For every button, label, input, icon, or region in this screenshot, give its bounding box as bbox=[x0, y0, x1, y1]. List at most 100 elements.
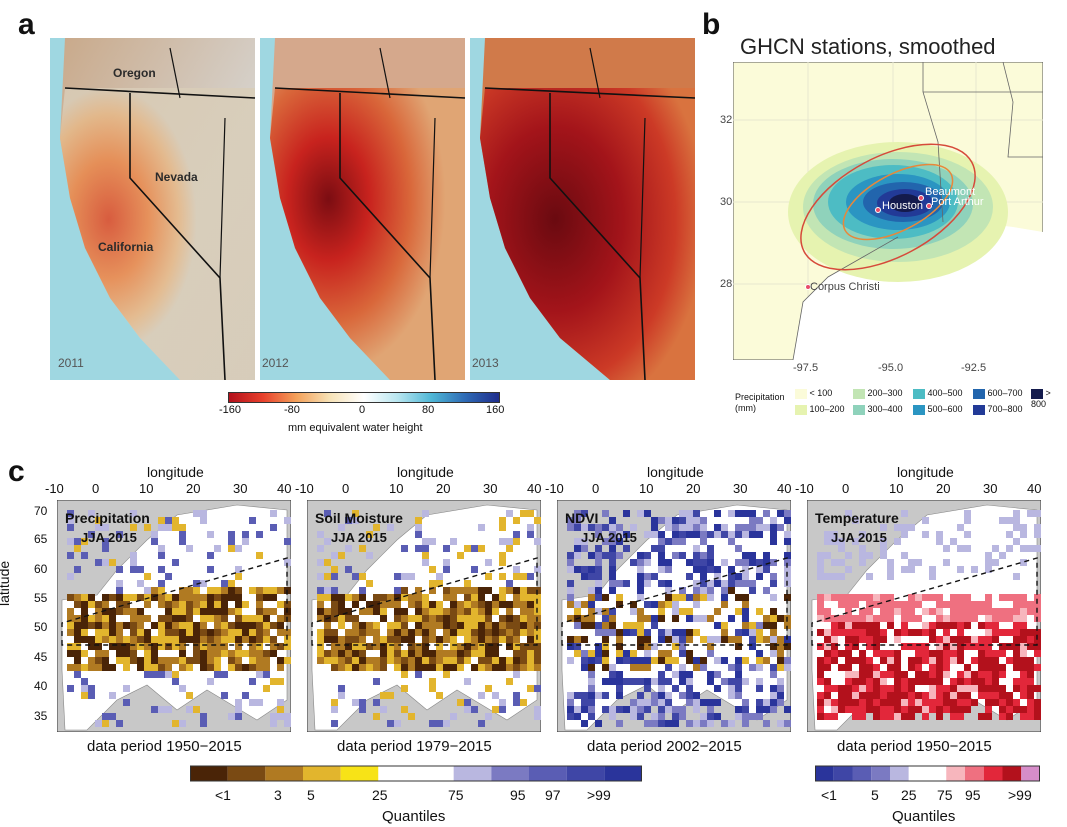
cbar-right-tick: >99 bbox=[1008, 787, 1032, 803]
lon-tick: 30 bbox=[733, 481, 748, 496]
panel-b-title: GHCN stations, smoothed bbox=[740, 34, 996, 59]
b-lon-1: -97.5 bbox=[793, 362, 819, 374]
colorbar-a-label: mm equivalent water height bbox=[288, 422, 423, 434]
cbar-left-tick: <1 bbox=[215, 787, 231, 803]
legend-b-item: 300–400 bbox=[853, 404, 903, 415]
cbar-right-tick: 25 bbox=[901, 787, 917, 803]
longitude-axis-label: longitude bbox=[647, 464, 704, 480]
lon-tick: 40 bbox=[527, 481, 542, 496]
legend-b-label: 300–400 bbox=[867, 404, 903, 414]
legend-b-item: 500–600 bbox=[913, 404, 963, 415]
colorbar-a-tick-4: 80 bbox=[422, 404, 435, 416]
b-lat-30: 30 bbox=[720, 196, 733, 208]
lon-tick: 10 bbox=[639, 481, 654, 496]
legend-b-title: Precipitation (mm) bbox=[735, 392, 785, 414]
cbar-right-tick: <1 bbox=[821, 787, 837, 803]
label-oregon: Oregon bbox=[113, 66, 156, 80]
legend-b-label: 600–700 bbox=[987, 388, 1023, 398]
colorbar-swatch bbox=[303, 766, 341, 781]
b-lon-3: -92.5 bbox=[961, 362, 987, 374]
lon-tick: 20 bbox=[436, 481, 451, 496]
data-period-label: data period 1979−2015 bbox=[337, 738, 492, 755]
colorbar-swatch bbox=[983, 766, 1003, 781]
city-beaumont: Beaumont bbox=[925, 186, 976, 198]
lon-tick: 30 bbox=[483, 481, 498, 496]
cbar-left-tick: 3 bbox=[274, 787, 282, 803]
legend-b-item: < 100 bbox=[795, 388, 832, 399]
lon-tick: -10 bbox=[45, 481, 64, 496]
legend-b-label: 200–300 bbox=[867, 388, 903, 398]
colorbar-swatch bbox=[227, 766, 266, 781]
lon-tick: 10 bbox=[139, 481, 154, 496]
colorbar-swatch bbox=[946, 766, 965, 781]
colorbar-swatch bbox=[890, 766, 909, 781]
colorbar-swatch bbox=[190, 766, 228, 781]
lon-tick: 30 bbox=[233, 481, 248, 496]
panel-b-map bbox=[733, 62, 1043, 360]
b-lat-32: 32 bbox=[720, 114, 733, 126]
legend-b-label: 700–800 bbox=[987, 404, 1023, 414]
lon-tick: 20 bbox=[936, 481, 951, 496]
lon-tick: 40 bbox=[777, 481, 792, 496]
data-period-label: data period 1950−2015 bbox=[87, 738, 242, 755]
colorbar-swatch bbox=[833, 766, 853, 781]
legend-b-label: > 800 bbox=[1031, 388, 1051, 409]
colorbar-swatch bbox=[265, 766, 303, 781]
colorbar-swatch bbox=[852, 766, 872, 781]
year-2013: 2013 bbox=[472, 356, 499, 370]
cbar-left-tick: 75 bbox=[448, 787, 464, 803]
cbar-right-tick: 5 bbox=[871, 787, 879, 803]
legend-b-label: 100–200 bbox=[809, 404, 845, 414]
city-port-arthur: Port Arthur bbox=[931, 196, 984, 208]
colorbar-c-right bbox=[815, 765, 1040, 782]
year-2012: 2012 bbox=[262, 356, 289, 370]
colorbar-swatch bbox=[908, 766, 928, 781]
lon-tick: 0 bbox=[842, 481, 850, 496]
lon-tick: 0 bbox=[592, 481, 600, 496]
map-title: Temperature bbox=[815, 510, 899, 526]
cbar-left-tick: 25 bbox=[372, 787, 388, 803]
data-period-label: data period 2002−2015 bbox=[587, 738, 742, 755]
colorbar-swatch bbox=[604, 766, 642, 781]
panel-a-maps bbox=[50, 38, 695, 380]
map-subtitle: JJA 2015 bbox=[331, 530, 387, 545]
map-2012 bbox=[260, 38, 466, 380]
lon-tick: 20 bbox=[686, 481, 701, 496]
legend-b-title-line1: Precipitation bbox=[735, 392, 785, 402]
colorbar-swatch bbox=[340, 766, 379, 781]
map-subtitle: JJA 2015 bbox=[831, 530, 887, 545]
map-precipitation bbox=[57, 500, 291, 732]
cbar-left-tick: 5 bbox=[307, 787, 315, 803]
lon-tick: -10 bbox=[295, 481, 314, 496]
legend-b-item: > 800 bbox=[1031, 388, 1065, 409]
lon-tick: 0 bbox=[342, 481, 350, 496]
data-period-label: data period 1950−2015 bbox=[837, 738, 992, 755]
map-soil-moisture bbox=[307, 500, 541, 732]
map-ndvi bbox=[557, 500, 791, 732]
colorbar-swatch bbox=[491, 766, 529, 781]
legend-b-label: 500–600 bbox=[927, 404, 963, 414]
label-california: California bbox=[98, 240, 154, 254]
colorbar-a-tick-3: 0 bbox=[359, 404, 366, 416]
colorbar-swatch bbox=[965, 766, 984, 781]
colorbar-swatch bbox=[1002, 766, 1022, 781]
colorbar-swatch bbox=[529, 766, 567, 781]
map-subtitle: JJA 2015 bbox=[581, 530, 637, 545]
lon-tick: 40 bbox=[277, 481, 292, 496]
lon-tick: 30 bbox=[983, 481, 998, 496]
latitude-axis-label: latitude bbox=[0, 560, 12, 606]
map-2013 bbox=[470, 38, 695, 380]
map-subtitle: JJA 2015 bbox=[81, 530, 137, 545]
city-corpus-christi: Corpus Christi bbox=[810, 281, 880, 293]
legend-b-title-line2: (mm) bbox=[735, 403, 756, 413]
legend-b-item: 400–500 bbox=[913, 388, 963, 399]
colorbar-swatch bbox=[566, 766, 605, 781]
legend-b-item: 600–700 bbox=[973, 388, 1023, 399]
year-2011: 2011 bbox=[58, 356, 84, 370]
b-lat-28: 28 bbox=[720, 278, 733, 290]
colorbar-swatch bbox=[871, 766, 890, 781]
legend-b-item: 200–300 bbox=[853, 388, 903, 399]
longitude-axis-label: longitude bbox=[397, 464, 454, 480]
colorbar-a-tick-2: -80 bbox=[284, 404, 300, 416]
lon-tick: -10 bbox=[795, 481, 814, 496]
